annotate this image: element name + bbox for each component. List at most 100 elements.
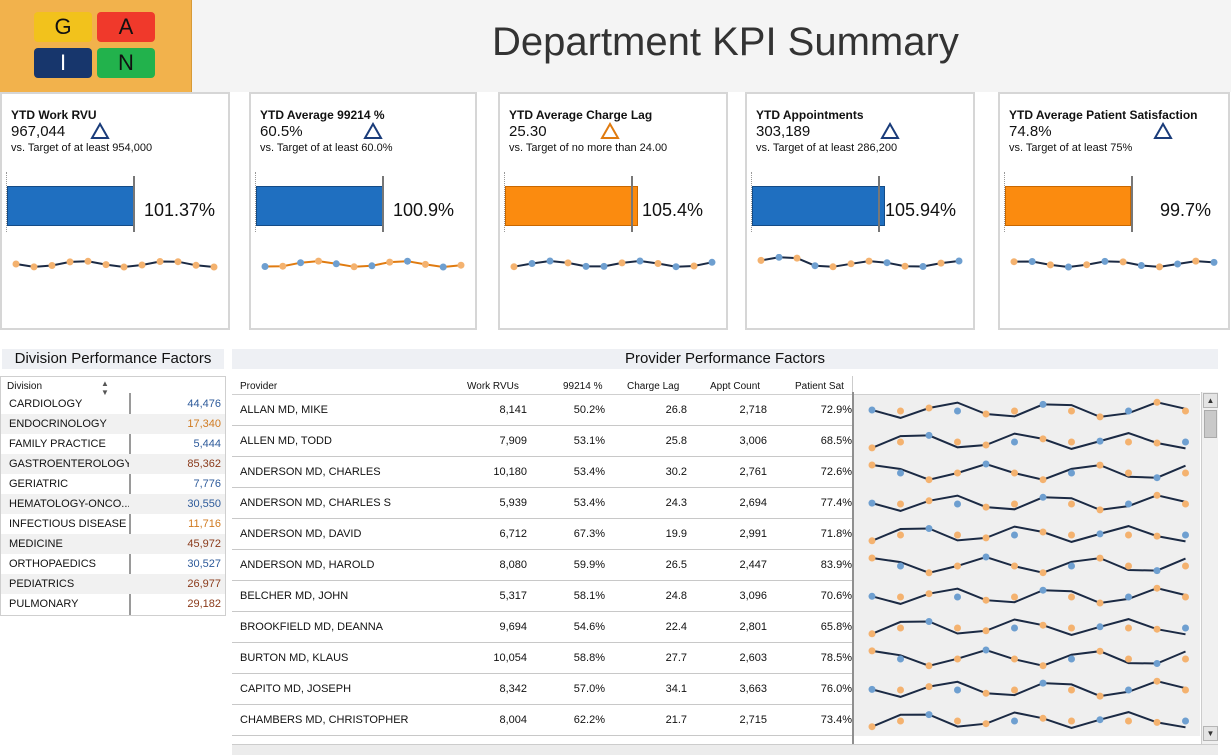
provider-lag: 27.7: [665, 652, 687, 664]
scroll-thumb[interactable]: [1204, 410, 1217, 438]
spark-dot: [1153, 439, 1161, 447]
kpi-sparkline: [1010, 257, 1218, 271]
division-row[interactable]: GERIATRIC 7,776: [1, 474, 225, 494]
kpi-card-2[interactable]: YTD Average Charge Lag 25.30 vs. Target of…: [498, 92, 728, 330]
kpi-card-0[interactable]: YTD Work RVU 967,044 vs. Target of at leas…: [0, 92, 230, 330]
provider-sat: 77.4%: [820, 497, 852, 509]
division-row[interactable]: GASTROENTEROLOGY 85,362: [1, 454, 225, 474]
kpi-target-line: [1131, 176, 1133, 232]
spark-dot: [156, 258, 164, 265]
provider-name: ANDERSON MD, HAROLD: [240, 559, 375, 571]
provider-name: CAPITO MD, JOSEPH: [240, 683, 352, 695]
division-row[interactable]: PULMONARY 29,182: [1, 594, 225, 614]
provider-rvu: 7,909: [499, 435, 527, 447]
provider-appt: 3,096: [739, 590, 767, 602]
spark-dot: [1096, 599, 1104, 607]
provider-appt: 3,006: [739, 435, 767, 447]
spark-dot: [1011, 624, 1018, 632]
division-row[interactable]: ORTHOPAEDICS 30,527: [1, 554, 225, 574]
division-value: 17,340: [187, 418, 221, 430]
spark-dot: [1210, 258, 1218, 266]
kpi-percent: 105.4%: [642, 200, 704, 220]
vertical-scrollbar[interactable]: ▲ ▼: [1201, 392, 1218, 744]
provider-p99214: 59.9%: [573, 559, 605, 571]
spark-dot: [1153, 584, 1161, 592]
provider-row[interactable]: BURTON MD, KLAUS 10,054 58.8% 27.7 2,603 78.5…: [232, 643, 1200, 674]
division-row[interactable]: ENDOCRINOLOGY 17,340: [1, 414, 225, 434]
spark-dot: [954, 407, 961, 415]
spark-dot: [1028, 258, 1036, 265]
division-column-header[interactable]: Division: [7, 381, 43, 392]
provider-column-header[interactable]: 99214 %: [563, 381, 603, 392]
provider-sparkline: [868, 525, 1189, 545]
spark-dot: [1153, 491, 1161, 499]
provider-column-header[interactable]: Patient Sat: [795, 381, 844, 392]
provider-row[interactable]: CHAMBERS MD, CHRISTOPHER 8,004 62.2% 21.7 2,…: [232, 705, 1200, 736]
provider-sat: 65.8%: [820, 621, 852, 633]
provider-p99214: 58.1%: [573, 590, 605, 602]
spark-dot: [192, 261, 200, 269]
provider-row[interactable]: ANDERSON MD, CHARLES S 5,939 53.4% 24.3 2,69…: [232, 488, 1200, 519]
provider-column-header[interactable]: Charge Lag: [627, 381, 680, 392]
spark-dot: [1125, 469, 1132, 477]
provider-row[interactable]: BELCHER MD, JOHN 5,317 58.1% 24.8 3,096 70.6%: [232, 581, 1200, 612]
sort-icon[interactable]: ▲ ▼: [101, 379, 109, 397]
spark-dot: [1125, 407, 1132, 415]
horizontal-scrollbar[interactable]: [232, 744, 1218, 755]
logo-tile-g: G: [34, 12, 92, 42]
provider-appt: 2,761: [739, 466, 767, 478]
provider-row[interactable]: ALLAN MD, MIKE 8,141 50.2% 26.8 2,718 72.9%: [232, 395, 1200, 426]
spark-dot: [1182, 438, 1189, 446]
spark-dot: [897, 686, 904, 694]
provider-row[interactable]: BROOKFIELD MD, DEANNA 9,694 54.6% 22.4 2,801…: [232, 612, 1200, 643]
logo: G A I N: [0, 0, 192, 92]
provider-lag: 25.8: [665, 435, 687, 447]
provider-spark-separator: [852, 392, 854, 744]
division-value: 44,476: [187, 398, 221, 410]
kpi-title: YTD Average 99214 %: [260, 108, 385, 122]
spark-dot: [1182, 655, 1189, 663]
division-row[interactable]: HEMATOLOGY-ONCO... 30,550: [1, 494, 225, 514]
division-row[interactable]: FAMILY PRACTICE 5,444: [1, 434, 225, 454]
spark-dot: [1182, 531, 1189, 539]
provider-column-header[interactable]: Appt Count: [710, 381, 761, 392]
spark-dot: [925, 683, 933, 691]
scroll-up-icon[interactable]: ▲: [1203, 393, 1218, 408]
kpi-percent: 105.94%: [885, 200, 957, 220]
kpi-title: YTD Work RVU: [11, 108, 97, 122]
provider-row[interactable]: ANDERSON MD, CHARLES 10,180 53.4% 30.2 2,761…: [232, 457, 1200, 488]
spark-dot: [528, 260, 536, 267]
kpi-card-4[interactable]: YTD Average Patient Satisfaction 74.8% vs.…: [998, 92, 1230, 330]
division-row[interactable]: PEDIATRICS 26,977: [1, 574, 225, 594]
spark-dot: [1153, 625, 1161, 633]
kpi-card-3[interactable]: YTD Appointments 303,189 vs. Target of at …: [745, 92, 975, 330]
provider-sparkline: [868, 584, 1189, 607]
spark-dot: [793, 254, 801, 262]
provider-sat: 76.0%: [820, 683, 852, 695]
kpi-value: 74.8%: [1009, 123, 1052, 140]
provider-sparkline: [868, 491, 1189, 514]
provider-row[interactable]: ANDERSON MD, DAVID 6,712 67.3% 19.9 2,991 71.…: [232, 519, 1200, 550]
spark-dot: [897, 531, 904, 539]
spark-dot: [1011, 531, 1018, 539]
provider-row[interactable]: CAPITO MD, JOSEPH 8,342 57.0% 34.1 3,663 76.0…: [232, 674, 1200, 705]
division-row[interactable]: MEDICINE 45,972: [1, 534, 225, 554]
provider-p99214: 67.3%: [573, 528, 605, 540]
kpi-bullet: [504, 172, 644, 232]
provider-column-header[interactable]: Work RVUs: [467, 381, 519, 392]
division-row[interactable]: CARDIOLOGY 44,476: [1, 394, 225, 414]
division-row[interactable]: INFECTIOUS DISEASE 11,716: [1, 514, 225, 534]
kpi-target: vs. Target of at least 954,000: [11, 142, 153, 154]
spark-dot: [1068, 593, 1075, 601]
scroll-down-icon[interactable]: ▼: [1203, 726, 1218, 741]
provider-row[interactable]: ANDERSON MD, HAROLD 8,080 59.9% 26.5 2,447 83…: [232, 550, 1200, 581]
provider-p99214: 62.2%: [573, 714, 605, 726]
provider-column-header[interactable]: Provider: [240, 381, 278, 392]
kpi-card-1[interactable]: YTD Average 99214 % 60.5% vs. Target of at…: [249, 92, 477, 330]
spark-dot: [1182, 686, 1189, 694]
provider-row[interactable]: ALLEN MD, TODD 7,909 53.1% 25.8 3,006 68.5%: [232, 426, 1200, 457]
spark-dot: [925, 525, 933, 532]
spark-dot: [897, 655, 904, 663]
provider-sat: 68.5%: [820, 435, 852, 447]
spark-dot: [1011, 500, 1018, 508]
